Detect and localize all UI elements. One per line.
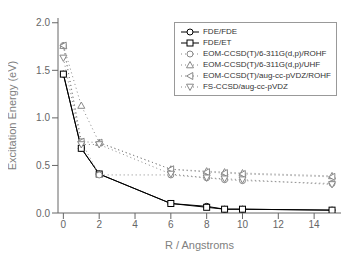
svg-text:14: 14 [309, 219, 321, 230]
svg-text:1.0: 1.0 [36, 112, 50, 123]
svg-text:0.0: 0.0 [36, 208, 50, 219]
html-text:EOM-CCSD(T)/6-311G(d,p)/UHF: EOM-CCSD(T)/6-311G(d,p)/UHF [203, 60, 321, 69]
svg-text:8: 8 [204, 219, 210, 230]
svg-text:0: 0 [61, 219, 67, 230]
html-text:FDE/ET: FDE/ET [203, 38, 232, 47]
svg-text:12: 12 [273, 219, 285, 230]
svg-text:4: 4 [132, 219, 138, 230]
html-text:FDE/FDE: FDE/FDE [203, 27, 238, 36]
svg-text:6: 6 [168, 219, 174, 230]
html-text:EOM-CCSD(T)/6-311G(d,p)/ROHF: EOM-CCSD(T)/6-311G(d,p)/ROHF [203, 49, 327, 58]
svg-text:2: 2 [96, 219, 102, 230]
svg-text:0.5: 0.5 [36, 160, 50, 171]
svg-text:1.5: 1.5 [36, 65, 50, 76]
svg-text:R / Angstroms: R / Angstroms [165, 239, 235, 251]
svg-text:Excitation Energy (eV): Excitation Energy (eV) [8, 61, 18, 170]
svg-text:10: 10 [237, 219, 249, 230]
html-text:EOM-CCSD(T)/aug-cc-pVDZ/ROHF: EOM-CCSD(T)/aug-cc-pVDZ/ROHF [203, 71, 331, 80]
svg-text:2.0: 2.0 [36, 17, 50, 28]
html-text:FS-CCSD/aug-cc-pVDZ: FS-CCSD/aug-cc-pVDZ [203, 82, 288, 91]
